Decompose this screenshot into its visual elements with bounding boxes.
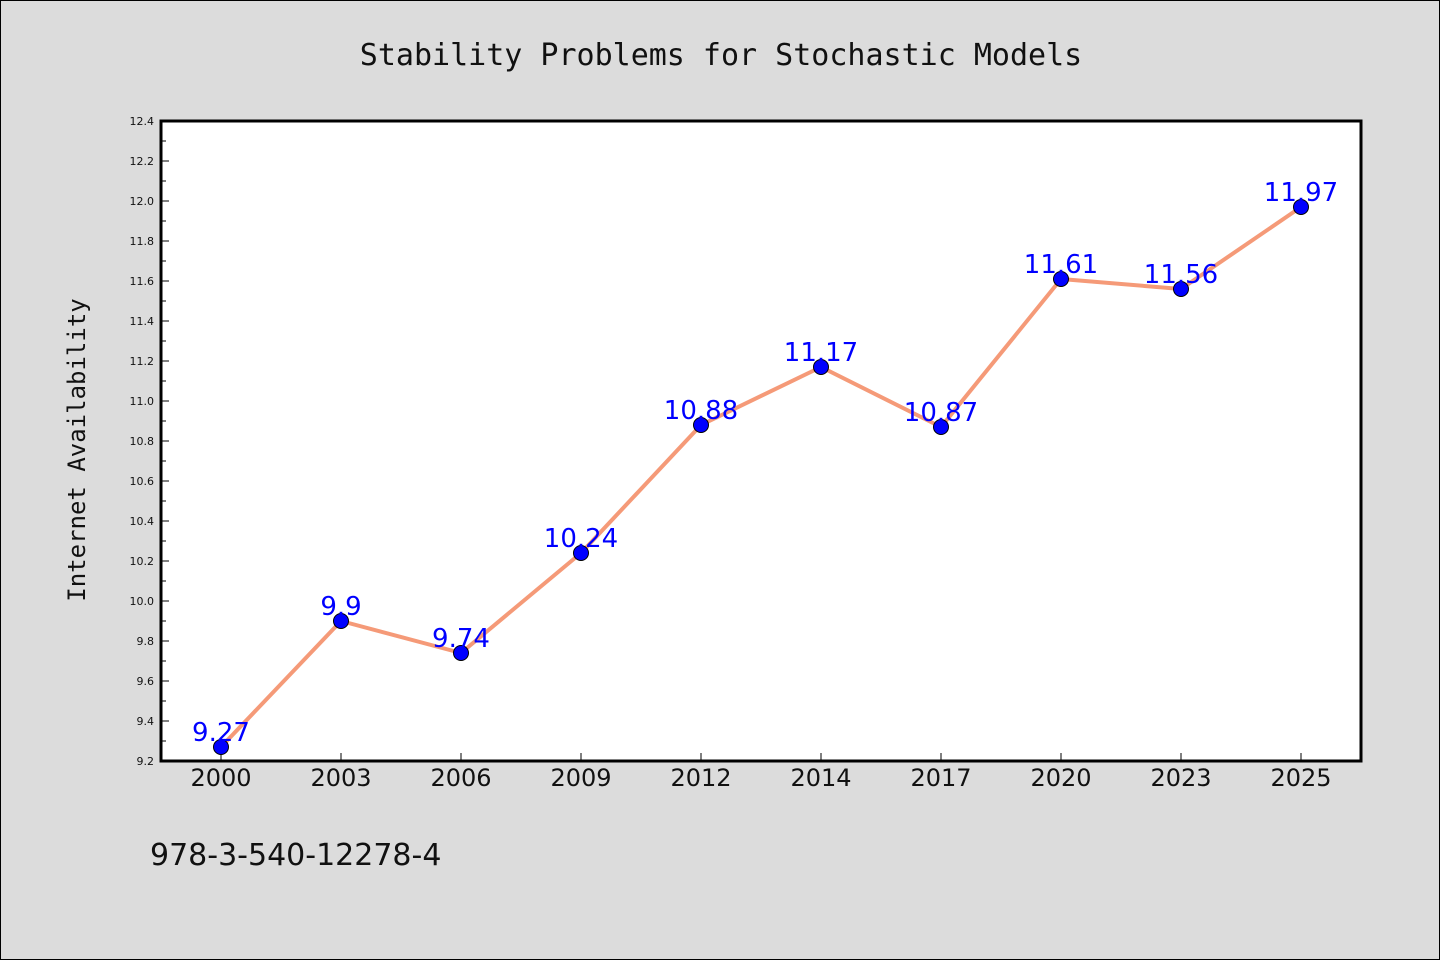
data-point <box>333 613 349 629</box>
data-label: 10.24 <box>544 524 618 554</box>
data-label: 11.17 <box>784 338 858 368</box>
data-label: 9.74 <box>432 624 490 654</box>
data-label: 11.97 <box>1264 178 1338 208</box>
y-tick-label: 9.8 <box>137 635 155 648</box>
y-tick-label: 11.0 <box>130 395 155 408</box>
data-label: 11.56 <box>1144 260 1218 290</box>
data-label: 11.61 <box>1024 250 1098 280</box>
x-tick-label: 2017 <box>910 764 971 792</box>
data-point <box>1293 199 1309 215</box>
data-point <box>693 417 709 433</box>
data-point <box>213 739 229 755</box>
plot-area <box>159 119 1363 763</box>
y-tick-label: 11.6 <box>130 275 155 288</box>
x-tick-label: 2020 <box>1030 764 1091 792</box>
data-label: 9.27 <box>192 718 250 748</box>
y-axis: 9.2 9.4 9.6 9.8 10.0 10.2 10.4 10.6 10.8 11.0 11.2… <box>130 115 169 768</box>
data-point <box>1053 271 1069 287</box>
x-tick-label: 2009 <box>550 764 611 792</box>
x-tick-label: 2006 <box>430 764 491 792</box>
y-tick-label: 10.0 <box>130 595 155 608</box>
y-tick-label: 11.2 <box>130 355 155 368</box>
data-point <box>813 359 829 375</box>
data-label: 9.9 <box>320 592 361 622</box>
x-tick-label: 2014 <box>790 764 851 792</box>
y-tick-label: 12.4 <box>130 115 155 128</box>
x-tick-label: 2023 <box>1150 764 1211 792</box>
data-point <box>573 545 589 561</box>
y-tick-label: 10.8 <box>130 435 155 448</box>
data-point <box>933 419 949 435</box>
x-axis: 2000 2003 2006 2009 2012 2014 2017 2020 2023 2025 <box>190 753 1332 792</box>
series-line <box>219 205 1303 749</box>
y-tick-label: 10.4 <box>130 515 155 528</box>
data-label: 10.87 <box>904 398 978 428</box>
footnote-isbn: 978-3-540-12278-4 <box>150 838 441 873</box>
x-tick-label: 2012 <box>670 764 731 792</box>
y-tick-label: 10.2 <box>130 555 155 568</box>
y-tick-label: 10.6 <box>130 475 155 488</box>
data-label: 10.88 <box>664 396 738 426</box>
x-tick-label: 2025 <box>1270 764 1331 792</box>
y-tick-label: 12.2 <box>130 155 155 168</box>
y-tick-label: 11.4 <box>130 315 155 328</box>
x-tick-label: 2000 <box>190 764 251 792</box>
chart-title: Stability Problems for Stochastic Models <box>360 38 1082 73</box>
y-tick-label: 9.4 <box>137 715 155 728</box>
y-tick-label: 9.6 <box>137 675 155 688</box>
y-tick-label: 11.8 <box>130 235 155 248</box>
y-axis-label: Internet Availability <box>63 298 91 601</box>
data-point <box>453 645 469 661</box>
data-series: 9.27 9.9 9.74 10.24 10.88 11.17 10.87 11.61 11.5… <box>192 178 1338 755</box>
data-point <box>1173 281 1189 297</box>
x-tick-label: 2003 <box>310 764 371 792</box>
y-tick-label: 12.0 <box>130 195 155 208</box>
y-tick-label: 9.2 <box>137 755 155 768</box>
